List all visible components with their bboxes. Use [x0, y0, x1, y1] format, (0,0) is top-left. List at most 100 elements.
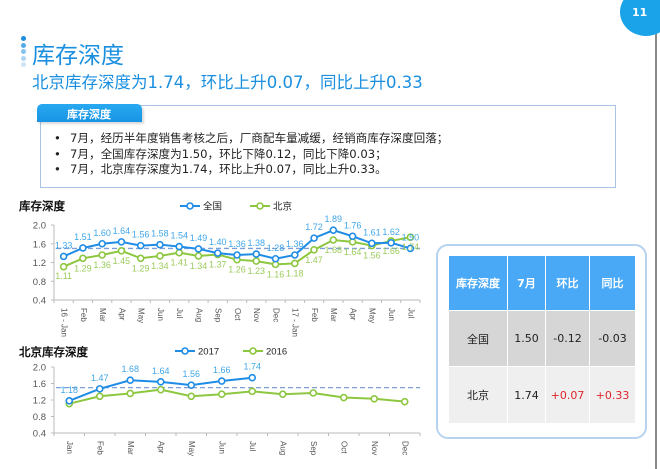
svg-text:Oct: Oct — [340, 441, 349, 454]
bullet-item: 7月，全国库存深度为1.50，环比下降0.12，同比下降0.03； — [54, 147, 448, 163]
svg-text:Aug: Aug — [279, 441, 288, 455]
slide-edge — [655, 0, 657, 469]
svg-text:北京: 北京 — [273, 201, 292, 213]
svg-text:May: May — [187, 441, 196, 456]
page-title: 库存深度 — [32, 43, 124, 69]
svg-text:Apr: Apr — [348, 308, 357, 321]
svg-text:0.8: 0.8 — [33, 412, 46, 423]
svg-text:Feb: Feb — [310, 308, 319, 322]
comparison-table: 库存深度 7月 环比 同比 全国 1.50 -0.12 -0.03 北京 1.7… — [448, 255, 636, 424]
svg-text:May: May — [368, 308, 377, 323]
svg-text:1.64: 1.64 — [152, 366, 170, 376]
svg-text:Jul: Jul — [406, 308, 415, 318]
svg-text:1.72: 1.72 — [305, 222, 323, 232]
svg-text:1.41: 1.41 — [170, 258, 188, 268]
svg-text:Nov: Nov — [252, 308, 261, 322]
svg-text:1.51: 1.51 — [74, 232, 92, 242]
row-name: 北京 — [448, 366, 508, 424]
svg-text:1.62: 1.62 — [382, 227, 400, 237]
row-name: 全国 — [448, 310, 508, 367]
header-yoy: 同比 — [589, 255, 636, 311]
svg-text:Sep: Sep — [214, 308, 223, 323]
page-number-badge: 11 — [620, 0, 660, 36]
svg-text:1.56: 1.56 — [363, 251, 381, 261]
row-jul: 1.50 — [507, 310, 546, 367]
svg-text:16 - Jan: 16 - Jan — [60, 308, 69, 337]
decorative-dots-icon — [21, 36, 27, 69]
svg-text:1.36: 1.36 — [286, 239, 304, 249]
svg-text:1.49: 1.49 — [190, 233, 208, 243]
svg-text:1.45: 1.45 — [113, 256, 131, 266]
row-yoy: -0.03 — [589, 310, 636, 367]
svg-text:Aug: Aug — [194, 308, 203, 322]
svg-text:Dec: Dec — [271, 308, 280, 322]
svg-text:1.64: 1.64 — [344, 247, 362, 257]
svg-text:1.38: 1.38 — [247, 238, 265, 248]
svg-text:1.64: 1.64 — [113, 226, 131, 236]
svg-text:1.6: 1.6 — [33, 239, 46, 250]
svg-text:全国: 全国 — [203, 201, 222, 213]
svg-text:1.68: 1.68 — [325, 245, 343, 255]
svg-text:1.11: 1.11 — [55, 271, 72, 281]
svg-text:1.36: 1.36 — [228, 239, 246, 249]
svg-text:1.56: 1.56 — [132, 230, 150, 240]
svg-text:1.37: 1.37 — [209, 260, 227, 270]
svg-text:1.2: 1.2 — [33, 396, 46, 407]
svg-text:1.47: 1.47 — [91, 373, 109, 383]
summary-tab: 库存深度 — [37, 104, 142, 122]
svg-text:1.28: 1.28 — [267, 243, 285, 253]
svg-text:1.34: 1.34 — [190, 261, 208, 271]
bullet-item: 7月，北京库存深度为1.74，环比上升0.07，同比上升0.33。 — [54, 162, 448, 178]
svg-text:Apr: Apr — [117, 308, 126, 321]
summary-bullets: 7月，经历半年度销售考核之后，厂商配车量减缓，经销商库存深度回落； 7月，全国库… — [54, 131, 448, 178]
header-mom: 环比 — [545, 255, 590, 311]
svg-text:May: May — [137, 308, 146, 323]
svg-text:Dec: Dec — [401, 441, 410, 455]
svg-text:1.56: 1.56 — [182, 369, 200, 379]
svg-text:Mar: Mar — [329, 308, 338, 322]
row-mom: +0.07 — [545, 366, 590, 424]
svg-text:1.47: 1.47 — [305, 255, 323, 265]
svg-text:1.6: 1.6 — [33, 379, 46, 390]
svg-text:1.18: 1.18 — [286, 268, 304, 278]
svg-text:0.4: 0.4 — [33, 296, 46, 307]
svg-text:Jul: Jul — [175, 308, 184, 318]
svg-text:1.26: 1.26 — [228, 265, 246, 275]
svg-text:1.89: 1.89 — [325, 214, 343, 224]
svg-text:1.74: 1.74 — [243, 362, 261, 372]
row-yoy: +0.33 — [589, 366, 636, 424]
svg-text:1.60: 1.60 — [93, 228, 111, 238]
svg-text:Jun: Jun — [387, 308, 396, 321]
svg-text:Jan: Jan — [65, 441, 74, 454]
table-row: 全国 1.50 -0.12 -0.03 — [448, 310, 636, 367]
bullet-item: 7月，经历半年度销售考核之后，厂商配车量减缓，经销商库存深度回落； — [54, 131, 448, 147]
svg-text:1.50: 1.50 — [402, 232, 420, 242]
row-mom: -0.12 — [545, 310, 590, 367]
header-jul: 7月 — [507, 255, 546, 311]
header-metric: 库存深度 — [448, 255, 508, 311]
bottom-chart-title: 北京库存深度 — [19, 345, 88, 359]
svg-text:Oct: Oct — [233, 308, 242, 321]
svg-text:1.23: 1.23 — [247, 266, 265, 276]
svg-text:2016: 2016 — [266, 347, 287, 358]
svg-text:1.54: 1.54 — [170, 231, 188, 241]
row-jul: 1.74 — [507, 366, 546, 424]
table-row: 北京 1.74 +0.07 +0.33 — [448, 366, 636, 424]
inventory-depth-chart: 2.0 1.6 1.2 0.8 0.4 16 - Jan Feb Mar Apr May Jun Ju… — [33, 201, 421, 337]
svg-text:Mar: Mar — [126, 441, 135, 455]
svg-text:1.76: 1.76 — [344, 220, 362, 230]
svg-text:2017: 2017 — [198, 347, 219, 358]
svg-text:Feb: Feb — [96, 441, 105, 455]
svg-text:Apr: Apr — [157, 441, 166, 454]
svg-text:1.66: 1.66 — [213, 365, 231, 375]
svg-text:1.16: 1.16 — [267, 269, 285, 279]
svg-text:2.0: 2.0 — [33, 221, 46, 232]
top-chart-title: 库存深度 — [19, 199, 65, 213]
svg-text:1.58: 1.58 — [151, 229, 169, 239]
svg-text:1.29: 1.29 — [132, 263, 150, 273]
svg-text:1.2: 1.2 — [33, 258, 46, 269]
svg-text:2.0: 2.0 — [33, 363, 46, 374]
svg-text:1.18: 1.18 — [60, 385, 78, 395]
svg-text:Feb: Feb — [79, 308, 88, 322]
svg-text:Jun: Jun — [218, 441, 227, 454]
